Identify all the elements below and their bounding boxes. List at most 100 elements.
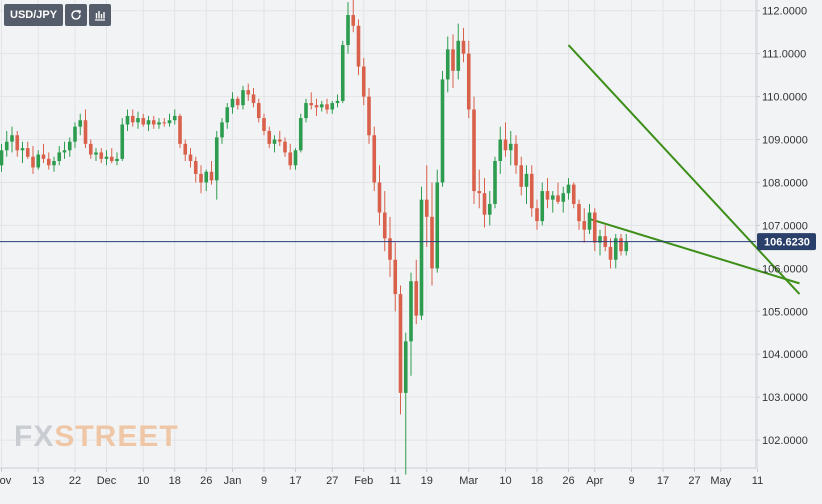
x-tick-label: 19 xyxy=(421,475,433,487)
candle-up xyxy=(52,156,56,172)
candle-up xyxy=(304,98,308,123)
candle-up xyxy=(214,130,219,200)
candle-down xyxy=(130,109,135,127)
y-tick-label: 110.0000 xyxy=(762,92,807,104)
candle-up xyxy=(403,332,408,475)
current-price-tag-bg xyxy=(757,233,816,251)
candle-up xyxy=(20,141,25,164)
x-tick-label: Feb xyxy=(354,475,373,487)
candle-body xyxy=(0,150,4,166)
current-price-tag: 106.6230 xyxy=(757,233,816,251)
candle-body xyxy=(314,105,319,108)
candle-body xyxy=(235,98,240,106)
candle-down xyxy=(267,126,272,149)
candle-down xyxy=(577,199,581,230)
grid-lines xyxy=(0,0,758,468)
candle-body xyxy=(608,246,613,260)
x-tick-label: Mar xyxy=(459,475,478,487)
candle-up xyxy=(487,191,492,226)
candle-down xyxy=(582,208,587,243)
candle-up xyxy=(335,94,340,108)
candle-down xyxy=(529,165,534,217)
candle-body xyxy=(535,208,539,222)
candle-down xyxy=(545,178,550,209)
x-tick-label: 10 xyxy=(137,475,149,487)
x-tick-label: 17 xyxy=(657,475,669,487)
candle-down xyxy=(88,139,93,159)
candle-down xyxy=(41,143,46,164)
candle-body xyxy=(41,154,46,159)
candle-body xyxy=(20,148,25,151)
candle-body xyxy=(31,156,35,168)
symbol-label[interactable]: USD/JPY xyxy=(4,4,64,26)
candle-body xyxy=(419,199,424,316)
candle-body xyxy=(94,152,98,155)
candle-down xyxy=(430,182,434,286)
candle-body xyxy=(25,148,30,157)
candle-body xyxy=(356,25,361,67)
candle-down xyxy=(256,98,261,123)
candle-body xyxy=(115,158,119,162)
candle-up xyxy=(440,70,445,187)
candle-body xyxy=(10,135,14,142)
reload-icon xyxy=(71,9,82,20)
candle-body xyxy=(288,152,293,166)
time-axis: Nov 13 22 Dec 10 18 26 Jan 9 17 27 Feb 11 19 Mar 10 18 26… xyxy=(0,468,763,487)
candle-body xyxy=(482,193,487,215)
candle-down xyxy=(314,98,319,116)
candle-up xyxy=(508,130,513,166)
candle-down xyxy=(608,238,613,269)
candle-body xyxy=(188,154,193,162)
candle-body xyxy=(109,156,114,162)
candle-body xyxy=(435,182,440,269)
candle-up xyxy=(498,126,503,174)
x-tick-label: May xyxy=(710,475,731,487)
candle-body xyxy=(57,152,62,162)
candle-down xyxy=(556,182,560,204)
candle-body xyxy=(382,212,387,239)
candle-up xyxy=(10,126,14,153)
candle-down xyxy=(199,165,203,194)
candle-body xyxy=(346,15,350,46)
reload-button[interactable] xyxy=(65,4,88,26)
candle-down xyxy=(193,156,198,183)
candle-down xyxy=(451,34,455,89)
candle-up xyxy=(550,191,555,213)
candle-body xyxy=(424,199,429,217)
candle-body xyxy=(430,216,434,269)
candle-up xyxy=(346,2,350,54)
candle-body xyxy=(472,109,476,192)
candle-down xyxy=(477,169,482,209)
candle-down xyxy=(246,83,251,101)
candle-up xyxy=(62,141,67,159)
candle-up xyxy=(241,85,245,110)
candle-up xyxy=(146,115,151,131)
candle-down xyxy=(482,178,487,228)
indicators-button[interactable] xyxy=(89,4,112,26)
candle-body xyxy=(456,40,461,71)
candle-up xyxy=(409,272,413,376)
candle-up xyxy=(136,111,140,129)
candle-body xyxy=(398,294,403,393)
x-tick-label: 13 xyxy=(32,475,44,487)
candle-up xyxy=(78,113,83,136)
candle-body xyxy=(104,156,109,159)
candle-body xyxy=(136,118,140,123)
candle-down xyxy=(46,152,51,170)
candle-up xyxy=(125,109,130,131)
candle-down xyxy=(461,27,466,63)
candle-body xyxy=(62,150,67,153)
candle-body xyxy=(335,100,340,104)
candle-up xyxy=(587,203,592,234)
candle-up xyxy=(435,169,440,273)
candle-down xyxy=(162,118,167,127)
candle-down xyxy=(109,148,114,164)
candle-body xyxy=(340,45,345,101)
y-tick-label: 103.0000 xyxy=(762,392,808,404)
candle-body xyxy=(498,139,503,162)
candle-down xyxy=(424,165,429,247)
candle-down xyxy=(251,88,256,108)
